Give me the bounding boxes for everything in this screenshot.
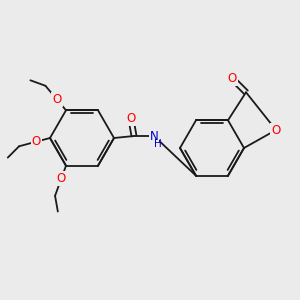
Text: O: O	[32, 135, 41, 148]
Text: H: H	[154, 139, 162, 149]
Text: N: N	[150, 130, 158, 142]
Text: O: O	[126, 112, 136, 125]
Text: O: O	[272, 124, 280, 136]
Text: O: O	[52, 93, 62, 106]
Text: O: O	[57, 172, 66, 185]
Text: O: O	[227, 72, 237, 85]
